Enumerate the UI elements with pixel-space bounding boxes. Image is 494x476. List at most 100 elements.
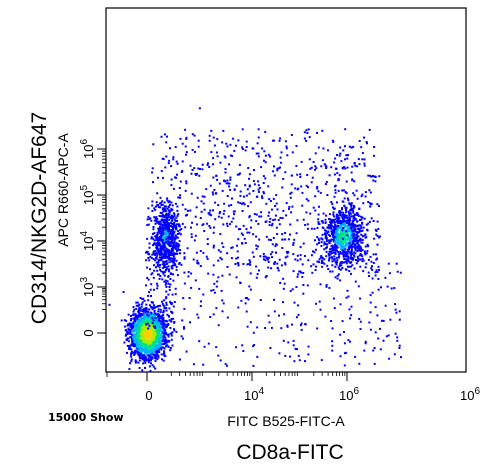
event-dot — [343, 331, 345, 333]
event-dot — [145, 336, 148, 339]
event-dot — [334, 265, 337, 268]
event-dot — [151, 327, 154, 330]
event-dot — [157, 339, 160, 341]
event-dot — [169, 232, 172, 235]
event-dot — [146, 345, 149, 347]
event-dot — [369, 328, 372, 331]
event-dot — [199, 250, 202, 252]
event-dot — [348, 145, 351, 148]
event-dot — [275, 226, 278, 229]
event-dot — [164, 279, 167, 282]
event-dot — [202, 223, 205, 226]
event-dot — [337, 266, 340, 269]
event-dot — [340, 220, 343, 223]
event-dot — [146, 224, 149, 227]
event-dot — [144, 361, 147, 364]
event-dot — [338, 211, 341, 214]
event-dot — [162, 207, 164, 210]
event-dot — [349, 253, 352, 256]
event-dot — [212, 273, 215, 276]
event-dot — [356, 224, 359, 227]
event-dot — [284, 256, 287, 259]
event-dot — [341, 222, 344, 225]
event-dot — [348, 212, 351, 214]
event-dot — [143, 346, 146, 349]
event-dot — [282, 277, 285, 280]
event-dot — [138, 351, 141, 354]
event-dot — [363, 349, 366, 352]
event-dot — [341, 242, 344, 245]
event-dot — [354, 252, 357, 255]
event-dot — [273, 139, 275, 142]
event-dot — [146, 251, 149, 253]
event-dot — [393, 287, 396, 289]
event-dot — [135, 304, 138, 307]
event-dot — [174, 287, 177, 290]
event-dot — [257, 155, 260, 158]
event-dot — [217, 204, 220, 207]
event-dot — [167, 282, 170, 285]
event-dot — [157, 310, 160, 313]
event-dot — [345, 192, 348, 195]
event-dot — [339, 152, 342, 155]
event-dot — [223, 209, 226, 212]
event-dot — [160, 244, 163, 247]
event-dot — [349, 223, 351, 226]
event-dot — [146, 318, 149, 321]
event-dot — [143, 342, 145, 345]
event-dot — [132, 338, 135, 341]
event-dot — [226, 195, 229, 197]
event-dot — [347, 256, 350, 258]
event-dot — [132, 326, 134, 329]
event-dot — [176, 162, 179, 165]
event-dot — [143, 326, 146, 329]
event-dot — [365, 262, 368, 265]
event-dot — [135, 332, 138, 335]
event-dot — [133, 322, 136, 325]
event-dot — [276, 169, 279, 172]
event-dot — [371, 268, 374, 271]
event-dot — [317, 146, 320, 149]
event-dot — [147, 257, 150, 259]
event-dot — [173, 259, 176, 262]
event-dot — [146, 276, 149, 279]
event-dot — [323, 243, 326, 246]
event-dot — [161, 214, 164, 216]
event-dot — [174, 146, 177, 149]
event-dot — [248, 173, 251, 176]
y-tick-label: 0 — [81, 329, 96, 336]
event-dot — [328, 257, 331, 260]
event-dot — [145, 327, 148, 329]
event-dot — [302, 272, 305, 274]
event-dot — [147, 278, 150, 281]
event-dot — [367, 271, 370, 274]
event-dot — [248, 231, 251, 234]
event-dot — [182, 297, 185, 300]
event-dot — [339, 268, 342, 271]
event-dot — [277, 219, 280, 222]
event-dot — [196, 172, 199, 175]
event-dot — [346, 227, 349, 230]
event-dot — [170, 201, 173, 204]
event-dot — [162, 359, 165, 362]
event-dot — [154, 317, 157, 319]
event-dot — [160, 257, 163, 260]
event-dot — [291, 174, 293, 177]
event-dot — [371, 277, 374, 280]
event-dot — [358, 231, 361, 234]
event-dot — [160, 335, 163, 338]
event-dot — [359, 297, 362, 300]
event-dot — [354, 236, 357, 239]
event-dot — [316, 131, 318, 134]
event-dot — [150, 257, 153, 259]
event-dot — [339, 226, 342, 229]
event-dot — [373, 146, 376, 148]
event-dot — [367, 174, 370, 177]
event-dot — [135, 307, 138, 310]
event-dot — [273, 298, 275, 301]
event-dot — [280, 264, 283, 267]
event-dot — [176, 214, 179, 217]
event-dot — [292, 344, 295, 347]
event-dot — [355, 242, 358, 245]
event-dot — [155, 320, 158, 323]
